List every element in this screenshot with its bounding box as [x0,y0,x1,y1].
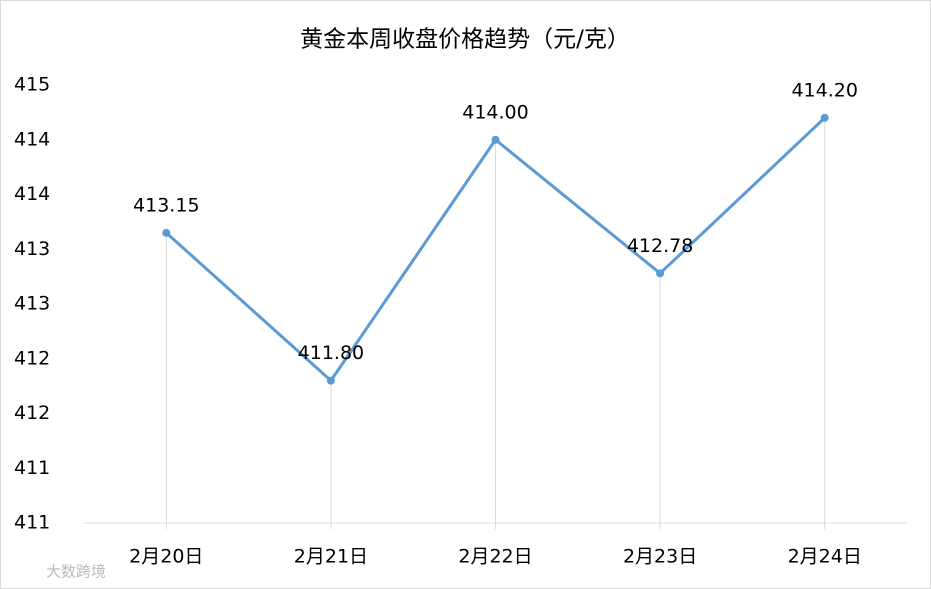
x-tick-label: 2月21日 [294,546,368,568]
y-tick-label: 412 [14,402,50,424]
x-tick-label: 2月23日 [623,546,697,568]
y-tick-label: 411 [14,512,50,534]
watermark: 大数跨境 [46,563,106,581]
y-tick-label: 415 [14,74,50,96]
y-tick-label: 414 [14,183,50,205]
data-label: 412.78 [627,235,693,257]
data-point [656,269,665,278]
x-tick-label: 2月22日 [458,546,532,568]
y-tick-label: 412 [14,347,50,369]
data-label: 414.20 [791,79,857,101]
data-point [162,228,171,237]
x-tick-label: 2月20日 [129,546,203,568]
data-label: 413.15 [133,194,199,216]
y-tick-label: 414 [14,128,50,150]
chart-title: 黄金本周收盘价格趋势（元/克） [300,27,630,53]
y-tick-label: 411 [14,457,50,479]
data-point [326,376,335,385]
y-tick-label: 413 [14,238,50,260]
data-point [820,113,829,122]
data-label: 414.00 [462,101,528,123]
y-tick-label: 413 [14,293,50,315]
data-label: 411.80 [298,342,364,364]
data-point [491,135,500,144]
x-tick-label: 2月24日 [788,546,862,568]
